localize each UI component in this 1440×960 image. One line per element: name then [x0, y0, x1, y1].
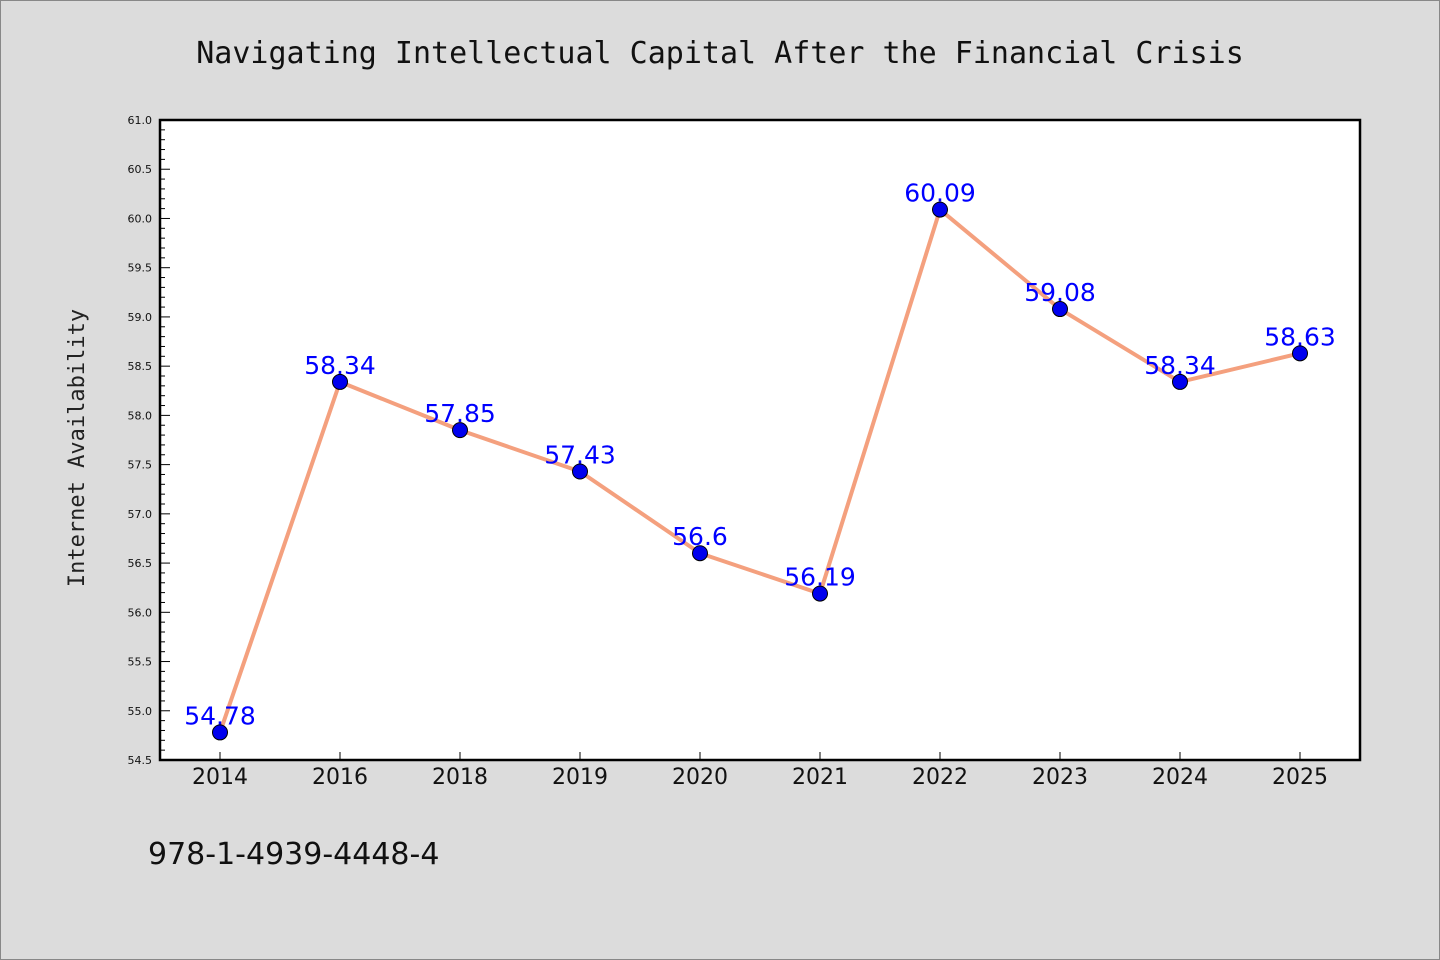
x-tick-label: 2019 [552, 765, 608, 790]
y-tick-label: 59.5 [128, 262, 153, 275]
data-label: 58.34 [1144, 351, 1216, 380]
data-label: 58.63 [1264, 322, 1336, 351]
y-tick-label: 59.0 [128, 311, 153, 324]
data-point [1292, 345, 1308, 362]
y-tick-label: 57.0 [128, 508, 153, 521]
x-tick-label: 2018 [432, 765, 488, 790]
y-tick-label: 58.5 [128, 360, 153, 373]
data-label: 56.19 [784, 563, 856, 592]
data-label: 57.43 [544, 441, 616, 470]
x-tick-label: 2014 [192, 765, 248, 790]
x-tick-label: 2024 [1152, 765, 1208, 790]
data-point [932, 201, 948, 218]
x-tick-label: 2022 [912, 765, 968, 790]
y-tick-label: 56.5 [128, 557, 153, 570]
series-line [218, 207, 1302, 735]
data-label: 56.6 [672, 522, 728, 551]
y-tick-label: 55.0 [128, 705, 153, 718]
y-tick-label: 60.5 [128, 163, 153, 176]
y-axis-tick-labels: 54.5 55.0 55.5 56.0 56.5 57.0 57.5 58.0 58.5 59.0… [128, 114, 153, 767]
data-point [812, 585, 828, 602]
data-label: 54.78 [184, 701, 256, 730]
y-tick-label: 57.5 [128, 459, 153, 472]
isbn-footer: 978-1-4939-4448-4 [148, 837, 439, 872]
data-point [332, 373, 348, 390]
x-axis-ticks [219, 752, 1301, 760]
data-point [692, 545, 708, 562]
x-tick-label: 2021 [792, 765, 848, 790]
y-tick-label: 55.5 [128, 656, 153, 669]
plot-area [160, 120, 1360, 760]
y-tick-label: 54.5 [128, 754, 153, 767]
x-axis-tick-labels: 2014 2016 2018 2019 2020 2021 2022 2023 2024 2025 [192, 765, 1328, 790]
y-axis-label: Internet Availability [65, 309, 90, 587]
y-tick-label: 60.0 [128, 212, 153, 225]
plot-border [158, 118, 1362, 762]
x-tick-label: 2020 [672, 765, 728, 790]
data-point [452, 422, 468, 439]
data-point [212, 724, 228, 741]
series-layer: 54.78 58.34 57.85 57.43 56.6 56.19 60.09 59.08 5… [184, 179, 1336, 741]
x-tick-label: 2025 [1272, 765, 1328, 790]
x-tick-label: 2023 [1032, 765, 1088, 790]
data-label: 59.08 [1024, 278, 1096, 307]
data-label: 58.34 [304, 351, 376, 380]
data-label: 57.85 [424, 399, 496, 428]
y-tick-label: 58.0 [128, 409, 153, 422]
chart-title: Navigating Intellectual Capital After th… [196, 36, 1244, 71]
data-label: 60.09 [904, 179, 976, 208]
y-tick-label: 61.0 [128, 114, 153, 127]
x-tick-label: 2016 [312, 765, 368, 790]
y-tick-label: 56.0 [128, 606, 153, 619]
data-point [572, 463, 588, 480]
data-point [1052, 301, 1068, 318]
data-point [1172, 373, 1188, 390]
